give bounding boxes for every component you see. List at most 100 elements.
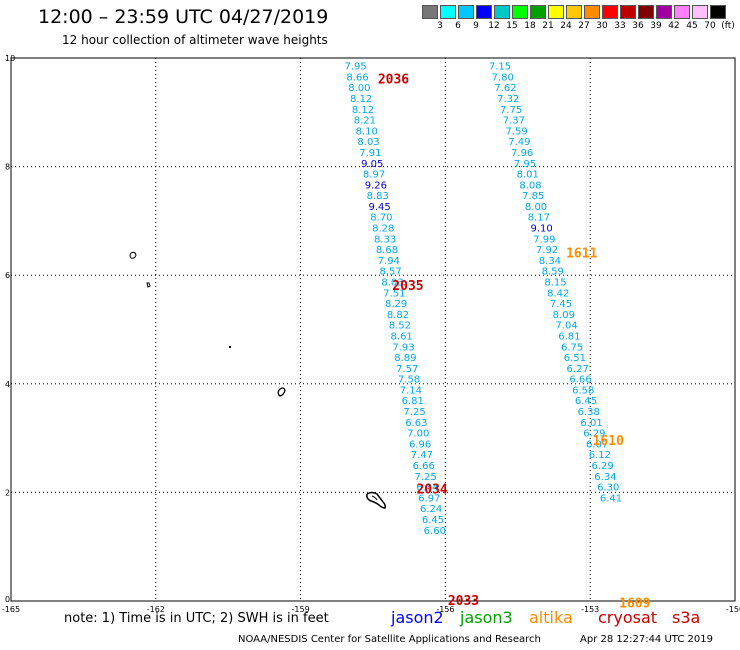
wave-height-value: 6.29 [592,461,614,472]
pass-time-label: 1609 [619,597,650,612]
wave-height-value: 8.29 [385,299,407,310]
island-outline [277,387,286,397]
wave-height-value: 7.91 [359,148,381,159]
wave-height-value: 6.97 [418,493,440,504]
pass-time-label: 2035 [392,279,423,294]
wave-height-value: 8.66 [346,72,368,83]
axis-ticks: -165 -162 -159 -156 -153 -150 0 2 4 6 8 10 [2,54,740,614]
legend-label: 36 [632,21,644,31]
wave-height-value: 7.59 [505,126,527,137]
y-tick-label: 6 [5,271,10,280]
pass-time-label: 1610 [593,434,624,449]
legend-label: 70 [704,21,716,31]
wave-height-value: 6.75 [561,342,583,353]
wave-height-value: 8.01 [517,170,539,181]
wave-height-value: 6.38 [578,407,600,418]
wave-height-value: 8.70 [370,213,392,224]
wave-height-value: 8.28 [372,224,394,235]
wave-height-value: 6.81 [402,396,424,407]
x-tick-label: -162 [147,605,165,614]
map-frame [10,57,736,602]
timestamp: Apr 28 12:27:44 UTC 2019 [580,634,713,645]
wave-height-value: 8.12 [352,105,374,116]
wave-height-value: 7.93 [392,342,414,353]
wave-height-value: 8.00 [348,83,370,94]
wave-height-value: 6.51 [564,353,586,364]
legend-label: 27 [578,21,590,31]
y-tick-label: 8 [5,163,10,172]
wave-height-value: 7.85 [522,191,544,202]
wave-height-value: 6.60 [424,526,446,537]
legend-label: 12 [488,21,500,31]
map-note: note: 1) Time is in UTC; 2) SWH is in fe… [64,611,329,626]
wave-height-value: 7.75 [500,105,522,116]
legend-swatch [494,5,510,19]
wave-height-value: 7.49 [508,137,530,148]
legend-swatch [584,5,600,19]
legend-swatch [422,5,438,19]
wave-height-value: 6.27 [567,364,589,375]
legend-swatch [674,5,690,19]
wave-height-value: 7.25 [414,472,436,483]
wave-height-value: 7.47 [411,450,433,461]
wave-height-value: 6.66 [413,461,435,472]
satellite-cryosat: cryosat [598,608,658,627]
pass-time-label: 2036 [378,73,409,88]
pass-time-labels: 2036 2035 2034 2033 1611 1610 1609 [378,73,651,612]
legend-swatch [530,5,546,19]
pass-time-label: 2033 [448,594,479,609]
wave-height-value: 7.00 [407,429,429,440]
wave-height-value: 8.15 [544,277,566,288]
wave-height-value: 6.34 [594,472,616,483]
wave-height-value: 6.45 [575,396,597,407]
wave-height-value: 7.25 [403,407,425,418]
wave-height-value: 7.04 [555,321,577,332]
wave-height-value: 7.80 [492,72,514,83]
wave-height-value: 6.96 [409,439,431,450]
wave-height-value: 7.95 [345,62,367,73]
wave-height-value: 7.58 [398,375,420,386]
wave-height-value: 7.99 [533,234,555,245]
wave-height-value: 8.03 [357,137,379,148]
track-east: 7.157.807.627.327.757.377.597.497.967.95… [489,62,622,505]
wave-height-value: 6.45 [422,515,444,526]
legend-swatch [566,5,582,19]
legend-swatch [458,5,474,19]
island-outline [229,346,231,348]
legend-label: 18 [524,21,536,31]
legend-label: 6 [455,21,461,31]
y-tick-label: 10 [5,54,15,63]
satellite-altika: altika [529,608,573,627]
map-border [10,57,736,602]
wave-height-value: 8.12 [350,94,372,105]
wave-height-value: 6.29 [583,429,605,440]
legend-label: 15 [506,21,518,31]
legend-swatch [638,5,654,19]
legend-swatch [512,5,528,19]
wave-height-value: 7.15 [489,62,511,73]
wave-height-value: 6.12 [589,450,611,461]
y-tick-label: 2 [5,488,10,497]
island-outlines [129,251,386,509]
legend-swatch [620,5,636,19]
wave-height-value: 6.41 [600,493,622,504]
legend-label: 24 [560,21,572,31]
satellite-jason3: jason3 [460,608,513,627]
legend-label: 30 [596,21,608,31]
wave-height-value: 7.32 [497,94,519,105]
wave-height-value: 6.58 [572,385,594,396]
wave-height-value: 7.45 [550,299,572,310]
island-outline [366,491,386,509]
legend-swatch [440,5,456,19]
map-title: 12:00 – 23:59 UTC 04/27/2019 [38,6,329,28]
y-tick-label: 0 [5,595,10,604]
legend-label: (ft) [721,21,735,31]
wave-height-value: 6.63 [405,418,427,429]
wave-height-value: 7.14 [400,385,422,396]
wave-height-value: 8.52 [389,321,411,332]
legend-swatch [548,5,564,19]
legend-swatch [476,5,492,19]
altimeter-tracks: 7.958.668.008.128.128.218.108.037.919.05… [345,62,623,537]
wave-height-value: 7.37 [503,116,525,127]
wave-height-value: 8.57 [379,267,401,278]
